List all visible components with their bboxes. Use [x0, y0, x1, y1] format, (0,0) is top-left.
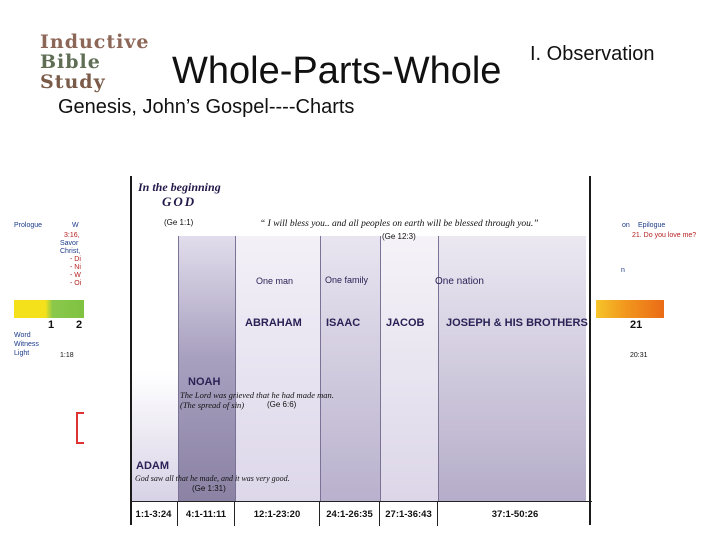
right-verse-2031: 20:31: [630, 352, 648, 359]
stripe-4: [320, 236, 380, 501]
left-item-1: - Di: [70, 256, 81, 263]
name-abraham: ABRAHAM: [245, 317, 302, 329]
stripe-3: [235, 236, 320, 501]
ref-cell-4: 24:1-26:35: [320, 502, 380, 526]
name-jacob: JACOB: [386, 317, 425, 329]
ref-cell-3: 12:1-23:20: [235, 502, 320, 526]
left-word: Word: [14, 332, 31, 339]
header-in-the-beginning: In the beginning: [138, 180, 221, 194]
left-item-3: - W: [70, 272, 81, 279]
left-bracket-shape: [76, 412, 84, 444]
left-num-2: 2: [76, 319, 83, 331]
stripe-5: [380, 236, 438, 501]
logo-line-1: Inductive: [40, 31, 150, 53]
name-joseph: JOSEPH & HIS BROTHERS: [446, 317, 588, 329]
prologue-label: Prologue: [14, 222, 43, 229]
adam-quote: God saw all that he made, and it was ver…: [135, 474, 290, 483]
one-man-label: One man: [256, 276, 294, 286]
name-noah: NOAH: [188, 376, 221, 388]
divider-3: [320, 236, 321, 501]
ref-cell-2: 4:1-11:11: [178, 502, 235, 526]
slide-subtitle: Genesis, John’s Gospel----Charts: [58, 96, 355, 118]
epilogue-label: Epilogue: [638, 222, 666, 229]
logo-line-2: Bible: [40, 51, 101, 73]
left-verse-118: 1:18: [60, 352, 74, 359]
divider-5: [438, 236, 439, 501]
genesis-chart: In the beginning GOD (Ge 1:1) “ I will b…: [130, 176, 592, 526]
divider-1: [178, 236, 179, 501]
right-love-question: 21. Do you love me?: [632, 232, 697, 239]
name-adam: ADAM: [136, 460, 169, 472]
ref-cell-5: 27:1-36:43: [380, 502, 438, 526]
one-family-label: One family: [325, 275, 369, 285]
stripe-6: [438, 236, 586, 501]
noah-quote: The Lord was grieved that he had made ma…: [180, 390, 334, 400]
divider-4: [380, 236, 381, 501]
frame-left: [130, 176, 132, 525]
covenant-quote-ref: (Ge 12:3): [382, 232, 416, 241]
name-isaac: ISAAC: [326, 317, 361, 329]
one-nation-label: One nation: [435, 276, 484, 287]
header-god: GOD: [162, 194, 197, 209]
covenant-quote: “ I will bless you.. and all peoples on …: [260, 219, 539, 229]
ref-cell-1: 1:1-3:24: [130, 502, 178, 526]
slide-title: Whole-Parts-Whole: [172, 50, 502, 92]
noah-ref: (Ge 6:6): [267, 400, 297, 409]
header-ref: (Ge 1:1): [164, 218, 194, 227]
ref-cell-6: 37:1-50:26: [491, 508, 539, 520]
ibs-logo: Inductive Bible Study: [40, 32, 150, 92]
left-christ: Christ,: [60, 248, 81, 255]
stripe-1: [130, 176, 178, 501]
divider-2: [235, 236, 236, 501]
left-item-2: - Ni: [70, 264, 81, 271]
left-num-1: 1: [48, 319, 55, 331]
left-ref-316: 3:16,: [64, 232, 80, 239]
right-color-bar: [596, 300, 664, 318]
left-light: Light: [14, 350, 30, 357]
left-w-label: W: [72, 222, 79, 229]
left-color-bar: [14, 300, 84, 318]
right-n: n: [621, 267, 625, 274]
left-item-4: - Oi: [70, 280, 82, 287]
left-savor: Savor: [60, 240, 79, 247]
left-witness: Witness: [14, 341, 39, 348]
right-on: on: [622, 222, 630, 229]
right-num-21: 21: [630, 319, 643, 331]
noah-note: (The spread of sin): [180, 400, 245, 410]
reference-row: 1:1-3:24 4:1-11:11 12:1-23:20 24:1-26:35…: [130, 501, 592, 526]
adam-ref: (Ge 1:31): [192, 484, 226, 493]
logo-line-3: Study: [40, 71, 106, 93]
section-label: I. Observation: [530, 43, 655, 65]
stripe-2: [178, 236, 235, 501]
frame-right: [589, 176, 591, 525]
